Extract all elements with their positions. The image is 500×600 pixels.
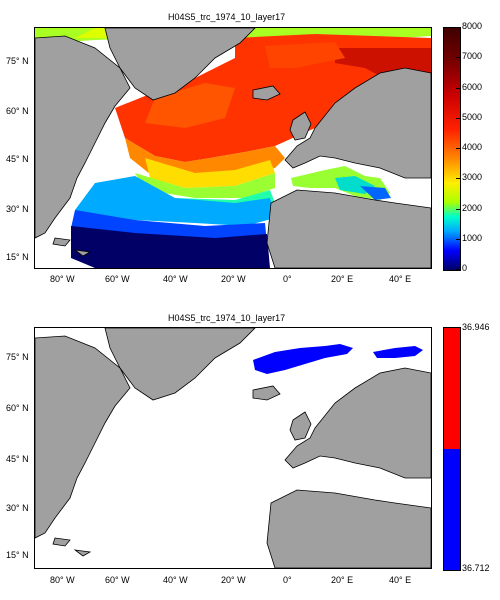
top-colorbar: [443, 27, 461, 271]
lon-tick-20w: 20° W: [221, 274, 246, 284]
lat-tick-75-b: 75° N: [6, 352, 29, 362]
lat-tick-60-b: 60° N: [6, 403, 29, 413]
bottom-map-title: H04S5_trc_1974_10_layer17: [168, 313, 286, 323]
colorbar-tick-label: 4000: [462, 142, 483, 152]
lat-tick-30: 30° N: [6, 204, 29, 214]
bottom-colorbar-max-label: 36.946: [462, 322, 490, 332]
lon-tick-0: 0°: [283, 274, 292, 284]
colorbar-tick-label: 6000: [462, 81, 483, 92]
colorbar-low-segment: [444, 449, 460, 570]
lat-tick-45-b: 45° N: [6, 454, 29, 464]
colorbar-tick-mark: [456, 238, 460, 240]
bottom-colorbar-min-label: 36.712: [462, 563, 490, 573]
top-panel: H04S5_trc_1974_10_layer17: [6, 12, 483, 284]
land-masses-bottom: [35, 328, 431, 568]
lat-tick-15-b: 15° N: [6, 550, 29, 560]
land-masses: [35, 28, 431, 268]
colorbar-tick-mark: [456, 117, 460, 119]
top-map-area: [34, 27, 432, 269]
colorbar-tick-label: 3000: [462, 172, 483, 183]
lat-tick-30-b: 30° N: [6, 503, 29, 513]
colorbar-tick-mark: [456, 87, 460, 89]
lon-tick-60w: 60° W: [105, 274, 130, 284]
lat-tick-75: 75° N: [6, 56, 29, 66]
bottom-panel: H04S5_trc_1974_10_layer17: [0, 300, 500, 600]
lon-tick-80w: 80° W: [50, 274, 75, 284]
bottom-map-graphic: [35, 328, 431, 568]
colorbar-high-segment: [444, 328, 460, 449]
colorbar-tick-label: 7000: [462, 51, 483, 62]
colorbar-tick-label: 5000: [462, 111, 483, 122]
colorbar-tick-mark: [456, 27, 460, 28]
colorbar-tick-mark: [456, 148, 460, 149]
lat-tick-45: 45° N: [6, 154, 29, 164]
low-value-patches: [253, 344, 423, 374]
lon-tick-80w-b: 80° W: [50, 575, 75, 585]
lon-tick-20e-b: 20° E: [331, 575, 354, 585]
lon-tick-60w-b: 60° W: [105, 575, 130, 585]
colorbar-tick-label: 1000: [462, 232, 483, 243]
colorbar-tick-mark: [456, 269, 460, 270]
lon-tick-40w-b: 40° W: [163, 575, 188, 585]
lon-tick-40e-b: 40° E: [389, 575, 412, 585]
lon-tick-40e: 40° E: [389, 274, 412, 284]
colorbar-tick-label: 2000: [462, 202, 483, 213]
bottom-map-area: [34, 327, 432, 569]
top-map-graphic: [35, 28, 431, 268]
top-map-title: H04S5_trc_1974_10_layer17: [168, 12, 286, 22]
colorbar-tick-label: 0: [462, 263, 468, 273]
lon-tick-20e: 20° E: [331, 274, 354, 284]
lon-tick-0-b: 0°: [283, 575, 292, 585]
lat-tick-15: 15° N: [6, 252, 29, 262]
colorbar-tick-mark: [456, 57, 460, 59]
bottom-colorbar: [443, 327, 461, 571]
colorbar-tick-label: 8000: [462, 21, 483, 31]
colorbar-tick-mark: [456, 178, 460, 180]
lat-tick-60: 60° N: [6, 106, 29, 116]
colorbar-tick-mark: [456, 208, 460, 210]
lon-tick-20w-b: 20° W: [221, 575, 246, 585]
lon-tick-40w: 40° W: [163, 274, 188, 284]
